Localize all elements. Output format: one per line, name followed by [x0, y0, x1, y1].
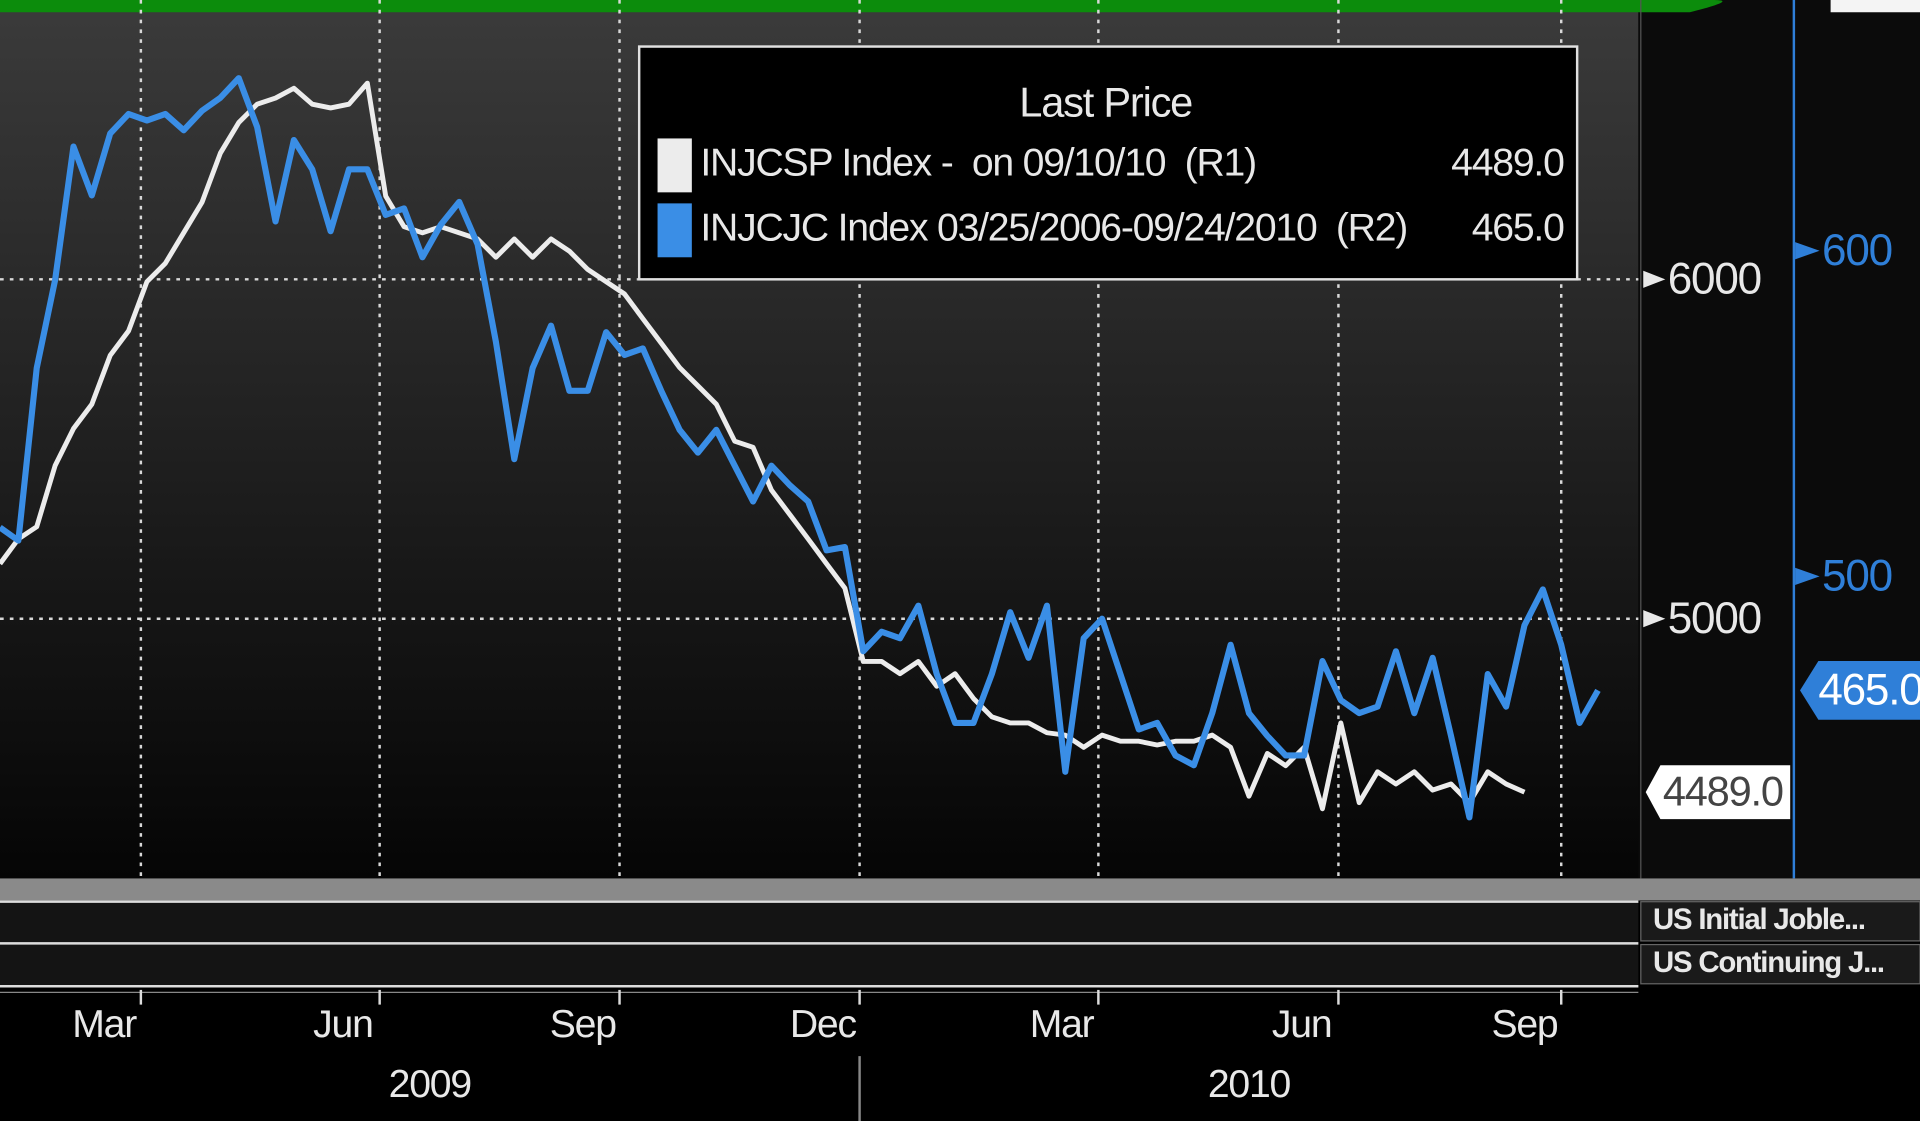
panel-tab	[1640, 901, 1920, 942]
last-value-tag	[1645, 765, 1791, 820]
legend: Last Price INJCSP Index - on 09/10/10 (R…	[637, 45, 1579, 281]
series-line	[0, 80, 1526, 812]
x-tick-label: Jun	[1272, 1003, 1331, 1046]
series-line	[0, 75, 1601, 821]
x-group-label: 2009	[389, 1063, 471, 1106]
x-tick-label: Sep	[550, 1003, 616, 1046]
y2-tick	[1795, 242, 1820, 260]
panel-tab	[1640, 943, 1920, 985]
y2-tick-label: 600	[1822, 226, 1892, 275]
last-value-label: 4489.0	[1663, 768, 1783, 815]
x-tick-label: Sep	[1491, 1003, 1557, 1046]
legend-box	[637, 45, 1579, 281]
y2-tick-label: 500	[1822, 551, 1892, 600]
panel-label: US Continuing J...	[1653, 946, 1884, 979]
legend-swatch	[657, 203, 692, 258]
x-tick-label: Jun	[313, 1003, 372, 1046]
x-tick-label: Mar	[1030, 1003, 1095, 1046]
panel-label: US Initial Joble...	[1653, 903, 1865, 936]
title-bar-right	[1830, 0, 1920, 13]
y2-tick	[1795, 567, 1820, 585]
y-tick	[1643, 270, 1666, 288]
x-tick-label: Dec	[790, 1003, 857, 1046]
legend-title: Last Price	[1019, 78, 1192, 125]
legend-value: 465.0	[1472, 207, 1564, 250]
legend-label: INJCSP Index - on 09/10/10 (R1)	[700, 142, 1256, 185]
y-tick	[1643, 610, 1666, 628]
legend-label: INJCJC Index 03/25/2006-09/24/2010 (R2)	[700, 207, 1407, 250]
panel-divider	[0, 878, 1920, 901]
last-value-label: 465.0	[1818, 665, 1920, 714]
y-tick-label: 6000	[1668, 254, 1761, 303]
y-tick-label: 5000	[1668, 594, 1761, 643]
axis-background	[1638, 0, 1920, 879]
title-bar	[0, 0, 1723, 13]
x-group-label: 2010	[1208, 1063, 1291, 1106]
x-tick-label: Mar	[72, 1003, 137, 1046]
last-value-tag	[1800, 660, 1920, 720]
legend-swatch	[657, 138, 692, 193]
legend-value: 4489.0	[1451, 142, 1564, 185]
